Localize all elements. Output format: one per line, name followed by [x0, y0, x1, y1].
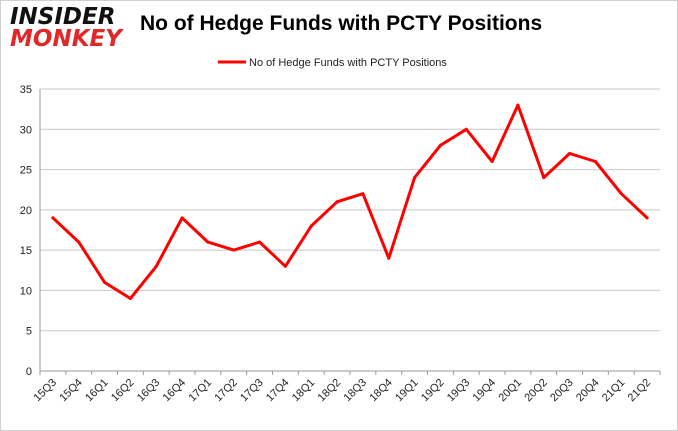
data-point: [387, 256, 391, 260]
x-tick-label: 17Q2: [212, 377, 240, 405]
data-point: [51, 216, 55, 220]
x-tick-label: 20Q2: [522, 377, 550, 405]
chart-title: No of Hedge Funds with PCTY Positions: [140, 12, 543, 35]
x-tick-label: 18Q1: [290, 377, 318, 405]
data-point: [206, 240, 210, 244]
logo-line-1: INSIDER: [10, 4, 116, 30]
data-point: [232, 248, 236, 252]
x-tick-label: 17Q3: [238, 377, 266, 405]
data-point: [542, 176, 546, 180]
y-axis: 0 5 10 15 20 25 30 35: [20, 84, 41, 378]
x-tick-label: 18Q2: [316, 377, 344, 405]
x-tick-label: 21Q1: [600, 377, 628, 405]
data-point: [464, 127, 468, 131]
x-tick-label: 20Q3: [548, 377, 576, 405]
data-point: [490, 160, 494, 164]
data-point: [645, 216, 649, 220]
data-point: [438, 143, 442, 147]
data-point: [361, 192, 365, 196]
x-tick-label: 15Q4: [57, 377, 85, 405]
x-tick-label: 17Q1: [187, 377, 215, 405]
y-tick-label: 0: [26, 366, 32, 378]
x-tick-label: 19Q3: [445, 377, 473, 405]
x-tick-label: 16Q3: [135, 377, 163, 405]
legend: No of Hedge Funds with PCTY Positions: [218, 57, 447, 69]
y-tick-label: 25: [20, 165, 32, 177]
gridlines: [40, 88, 660, 332]
x-tick-label: 20Q1: [497, 377, 525, 405]
x-tick-label: 16Q4: [161, 377, 189, 405]
data-point: [309, 224, 313, 228]
data-point: [568, 151, 572, 155]
y-tick-label: 10: [20, 285, 32, 297]
data-point: [413, 176, 417, 180]
x-tick-label: 20Q4: [574, 377, 602, 405]
data-point: [619, 192, 623, 196]
insider-monkey-logo: INSIDER MONKEY: [10, 4, 128, 52]
x-tick-label: 18Q3: [342, 377, 370, 405]
data-point: [335, 200, 339, 204]
data-point: [283, 264, 287, 268]
y-tick-label: 30: [20, 124, 32, 136]
x-axis: 15Q315Q416Q116Q216Q316Q417Q117Q217Q317Q4…: [32, 370, 661, 405]
y-tick-label: 5: [26, 326, 32, 338]
x-tick-label: 21Q2: [626, 377, 654, 405]
data-point: [128, 296, 132, 300]
y-tick-label: 15: [20, 245, 32, 257]
logo-line-2: MONKEY: [10, 26, 122, 52]
y-tick-label: 35: [20, 84, 32, 96]
series-line: [51, 103, 649, 300]
x-tick-label: 19Q2: [419, 377, 447, 405]
data-point: [154, 264, 158, 268]
legend-label: No of Hedge Funds with PCTY Positions: [249, 57, 447, 69]
x-tick-label: 16Q2: [109, 377, 137, 405]
data-point: [516, 103, 520, 107]
y-tick-label: 20: [20, 205, 32, 217]
data-point: [180, 216, 184, 220]
data-point: [258, 240, 262, 244]
data-point: [77, 240, 81, 244]
x-tick-label: 19Q1: [393, 377, 421, 405]
x-tick-label: 15Q3: [32, 377, 60, 405]
data-point: [103, 280, 107, 284]
x-tick-label: 16Q1: [83, 377, 111, 405]
series-layer: [51, 103, 649, 300]
x-tick-label: 18Q4: [367, 377, 395, 405]
x-tick-label: 19Q4: [471, 377, 499, 405]
data-point: [593, 160, 597, 164]
x-tick-label: 17Q4: [264, 377, 292, 405]
